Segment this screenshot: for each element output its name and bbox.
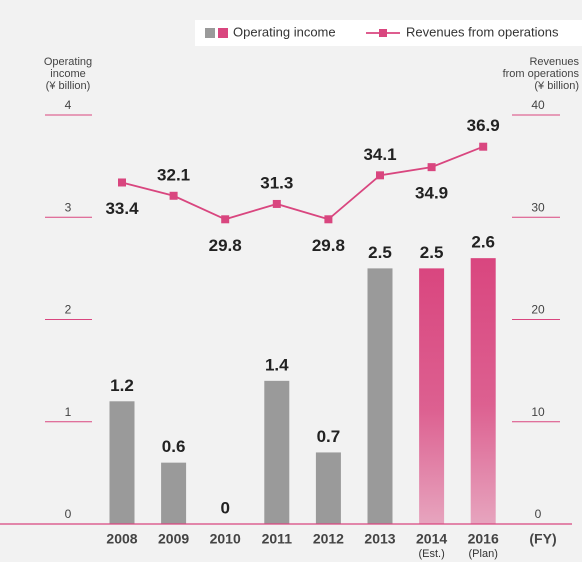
marker (118, 178, 126, 187)
x-tick-label: 2012 (313, 531, 344, 547)
y-tick-label: 3 (65, 200, 72, 214)
legend-label: Operating income (233, 24, 336, 39)
y-tick-label: 0 (65, 507, 72, 521)
marker (169, 191, 178, 200)
marker (221, 215, 230, 224)
x-axis-title: (FY) (529, 531, 556, 547)
x-tick-label: 2011 (262, 531, 293, 547)
data-label: 0 (220, 498, 229, 517)
bar (161, 462, 187, 524)
y-tick-label: 4 (65, 98, 72, 112)
y-tick-label: 2 (65, 303, 72, 317)
marker (324, 215, 333, 224)
y2-axis-title: (¥ billion) (534, 80, 579, 92)
data-label: 31.3 (260, 173, 293, 192)
y-axis-title: (¥ billion) (46, 80, 91, 92)
y2-tick-label: 30 (531, 200, 545, 214)
y2-tick-label: 20 (531, 303, 545, 317)
line (121, 145, 484, 221)
data-label: 29.8 (312, 236, 345, 255)
marker (272, 199, 281, 208)
y2-axis-title: Revenues (529, 56, 579, 68)
data-label: 34.1 (363, 145, 396, 164)
bar (419, 268, 445, 524)
x-tick-label: 2014 (416, 531, 447, 547)
y-axis-title: income (50, 68, 85, 80)
y2-tick-label: 0 (535, 507, 542, 521)
marker (376, 171, 384, 180)
data-label: 1.2 (110, 376, 134, 395)
data-label: 32.1 (157, 165, 190, 184)
y-tick-label: 1 (65, 405, 72, 419)
bar (109, 401, 135, 524)
x-tick-label: 2010 (210, 531, 241, 547)
data-label: 34.9 (415, 184, 448, 203)
data-label: 29.8 (209, 236, 242, 255)
y2-tick-label: 10 (531, 405, 545, 419)
y2-tick-label: 40 (531, 98, 545, 112)
x-tick-label: 2013 (364, 531, 395, 547)
x-tick-note: (Est.) (418, 548, 444, 560)
data-label: 33.4 (105, 199, 139, 218)
y2-axis-title: from operations (503, 68, 580, 80)
marker (479, 142, 488, 151)
legend-label: Revenues from operations (406, 24, 559, 39)
data-label: 0.6 (162, 437, 186, 456)
bar (367, 268, 393, 524)
x-tick-note: (Plan) (469, 548, 498, 560)
marker (427, 163, 436, 172)
data-label: 0.7 (317, 427, 341, 446)
legend-marker (379, 29, 387, 37)
bar (470, 258, 496, 524)
legend-swatch (205, 28, 215, 38)
legend-swatch (218, 28, 228, 38)
y-axis-title: Operating (44, 56, 92, 68)
data-label: 2.6 (471, 233, 495, 252)
x-tick-label: 2009 (158, 531, 189, 547)
data-label: 36.9 (467, 116, 500, 135)
data-label: 2.5 (368, 243, 392, 262)
data-label: 2.5 (420, 243, 444, 262)
x-tick-label: 2016 (468, 531, 499, 547)
bar (264, 380, 290, 524)
data-label: 1.4 (265, 355, 289, 374)
x-tick-label: 2008 (106, 531, 137, 547)
bar (315, 452, 341, 524)
